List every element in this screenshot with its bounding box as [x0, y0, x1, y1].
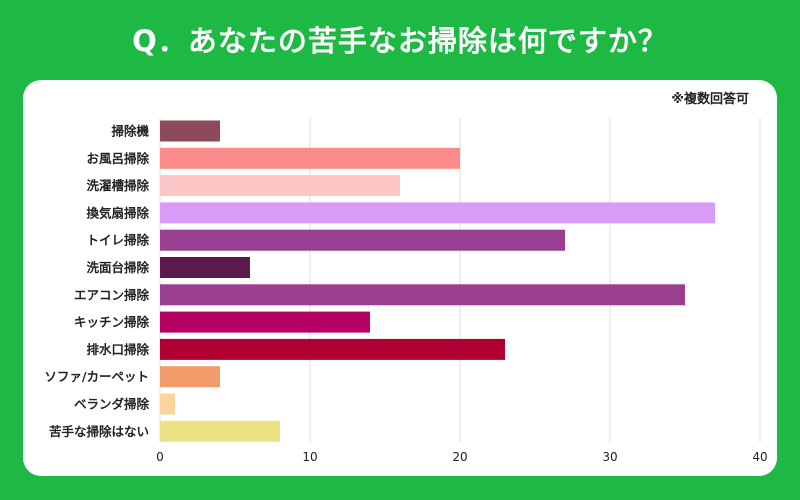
- category-label: 換気扇掃除: [86, 205, 149, 220]
- category-label: エアコン掃除: [74, 287, 150, 302]
- multiple-answer-note: ※複数回答可: [671, 92, 749, 107]
- bar-chart: 0 10 20 30 40 掃除機お風呂掃除洗濯槽掃除換気扇掃除トイレ掃除洗面台掃除エアコ…: [44, 118, 768, 464]
- category-label: トイレ掃除: [86, 233, 149, 248]
- category-label: 掃除機: [111, 124, 149, 139]
- x-tick-label: 0: [156, 450, 164, 464]
- bar: [160, 202, 715, 224]
- category-label: 排水口掃除: [86, 342, 149, 357]
- bar: [160, 175, 400, 197]
- bar: [160, 393, 175, 415]
- bar: [160, 120, 220, 142]
- bar: [160, 338, 505, 360]
- bar: [160, 311, 370, 333]
- x-tick-label: 20: [452, 450, 467, 464]
- x-tick-label: 30: [602, 450, 617, 464]
- chart-card: ※複数回答可 0 10 20 30 40 掃除機お風呂掃除洗濯槽掃除換気扇掃除トイレ掃除洗…: [23, 80, 777, 476]
- category-label: お風呂掃除: [86, 151, 149, 166]
- category-label: 洗面台掃除: [86, 260, 149, 275]
- chart-title: Q．あなたの苦手なお掃除は何ですか？: [132, 24, 668, 58]
- category-label: ベランダ掃除: [74, 397, 150, 412]
- bar: [160, 257, 250, 278]
- x-tick-label: 40: [752, 450, 767, 464]
- x-tick-label: 10: [302, 450, 317, 464]
- category-label: 洗濯槽掃除: [86, 178, 149, 193]
- category-label: ソファ/カーペット: [44, 369, 149, 384]
- bar: [160, 147, 460, 169]
- bar: [160, 366, 220, 388]
- category-label: キッチン掃除: [74, 315, 150, 330]
- bar: [160, 229, 565, 251]
- bar: [160, 284, 685, 306]
- category-label: 苦手な掃除はない: [49, 424, 149, 439]
- bar: [160, 420, 280, 442]
